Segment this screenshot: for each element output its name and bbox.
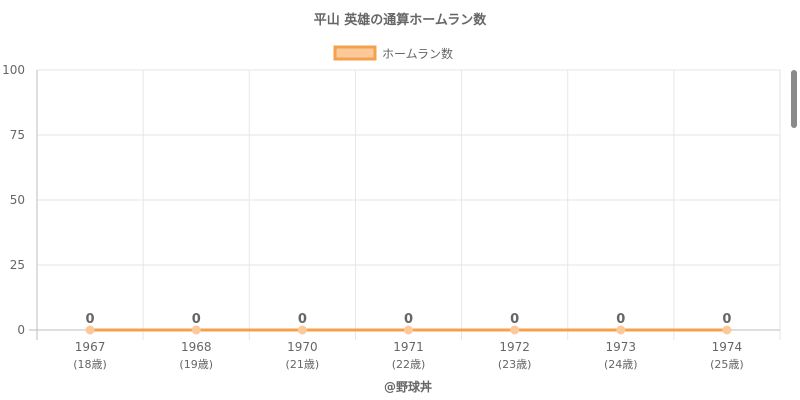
data-label: 0 bbox=[510, 312, 519, 327]
x-tick-label: 1973 bbox=[606, 340, 637, 354]
x-tick-label: 1970 bbox=[287, 340, 318, 354]
data-point bbox=[510, 325, 520, 335]
data-point bbox=[722, 325, 732, 335]
x-tick-sublabel: (22歳) bbox=[392, 358, 426, 371]
y-tick-label: 25 bbox=[10, 258, 25, 272]
y-tick-label: 75 bbox=[10, 128, 25, 142]
x-axis-ticks: 1967 (18歳) 1968 (19歳) 1970 (21歳) 1971 (22歳) 1972… bbox=[73, 340, 743, 371]
x-tick-sublabel: (23歳) bbox=[498, 358, 532, 371]
chart-title: 平山 英雄の通算ホームラン数 bbox=[314, 12, 487, 28]
x-tick-label: 1967 bbox=[75, 340, 106, 354]
series-home-runs bbox=[85, 325, 732, 335]
legend-swatch bbox=[333, 45, 377, 61]
x-tick-sublabel: (19歳) bbox=[179, 358, 213, 371]
data-label: 0 bbox=[616, 312, 625, 327]
credit-label: @野球丼 bbox=[384, 379, 432, 394]
x-tick-label: 1972 bbox=[499, 340, 530, 354]
y-tick-label: 50 bbox=[10, 193, 25, 207]
x-tick-label: 1971 bbox=[393, 340, 424, 354]
x-tick-sublabel: (25歳) bbox=[710, 358, 744, 371]
legend-label: ホームラン数 bbox=[382, 46, 453, 61]
data-point bbox=[297, 325, 307, 335]
data-label: 0 bbox=[192, 312, 201, 327]
data-label: 0 bbox=[722, 312, 731, 327]
x-tick-label: 1968 bbox=[181, 340, 212, 354]
data-point bbox=[404, 325, 413, 335]
x-tick-sublabel: (24歳) bbox=[604, 358, 638, 371]
data-point bbox=[85, 325, 95, 335]
vertical-scrollbar[interactable] bbox=[791, 70, 797, 128]
axes bbox=[29, 70, 780, 340]
y-axis-ticks: 0 25 50 75 100 bbox=[2, 63, 25, 337]
data-label: 0 bbox=[404, 312, 413, 327]
x-tick-sublabel: (21歳) bbox=[286, 358, 320, 371]
data-labels: 0 0 0 0 0 0 0 bbox=[86, 312, 732, 327]
data-point bbox=[191, 325, 201, 335]
grid bbox=[37, 69, 781, 340]
data-point bbox=[616, 325, 626, 335]
data-label: 0 bbox=[86, 312, 95, 327]
x-tick-sublabel: (18歳) bbox=[73, 358, 107, 371]
data-label: 0 bbox=[298, 312, 307, 327]
y-tick-label: 100 bbox=[2, 63, 25, 77]
y-tick-label: 0 bbox=[17, 323, 25, 337]
legend[interactable]: ホームラン数 bbox=[333, 45, 453, 61]
x-tick-label: 1974 bbox=[712, 340, 743, 354]
